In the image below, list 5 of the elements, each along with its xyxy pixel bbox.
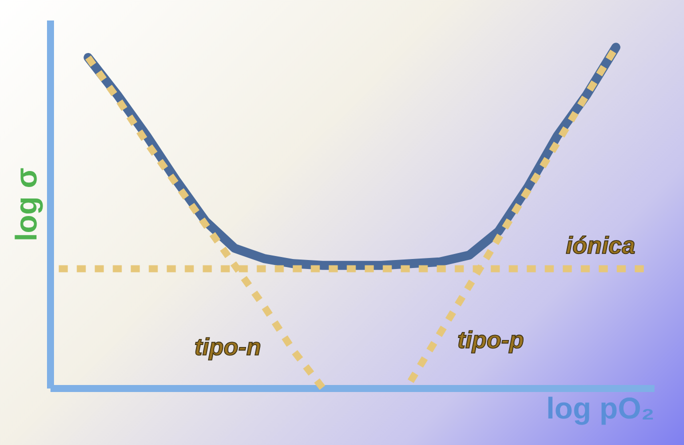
x-axis-title: log pO₂	[546, 392, 654, 426]
y-axis-title: log σ	[10, 168, 44, 242]
series-label: iónica	[566, 232, 636, 260]
series-label: tipo-n	[194, 334, 261, 361]
series-label: tipo-p	[457, 327, 524, 354]
